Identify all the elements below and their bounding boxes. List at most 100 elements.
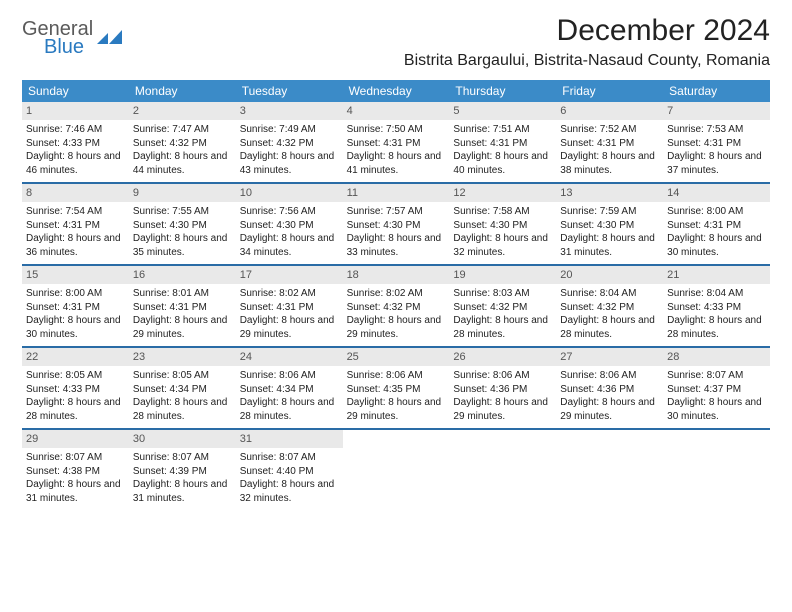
- daylight-line: Daylight: 8 hours and 29 minutes.: [453, 396, 552, 423]
- sunset-line: Sunset: 4:31 PM: [133, 301, 232, 315]
- day-number: 18: [343, 266, 450, 284]
- sunrise-line: Sunrise: 7:53 AM: [667, 123, 766, 137]
- calendar-cell: 15 Sunrise: 8:00 AMSunset: 4:31 PMDayligh…: [22, 266, 129, 347]
- calendar-cell-empty: [556, 430, 663, 511]
- daylight-line: Daylight: 8 hours and 29 minutes.: [347, 314, 446, 341]
- sunrise-line: Sunrise: 7:54 AM: [26, 205, 125, 219]
- day-number: 22: [22, 348, 129, 366]
- sunrise-line: Sunrise: 8:07 AM: [26, 451, 125, 465]
- sunrise-line: Sunrise: 8:06 AM: [240, 369, 339, 383]
- daylight-line: Daylight: 8 hours and 31 minutes.: [26, 478, 125, 505]
- calendar-cell: 14Sunrise: 8:00 AMSunset: 4:31 PMDayligh…: [663, 184, 770, 265]
- sunrise-line: Sunrise: 8:02 AM: [347, 287, 446, 301]
- calendar-cell: 4Sunrise: 7:50 AMSunset: 4:31 PMDaylight…: [343, 102, 450, 183]
- day-number: 15: [22, 266, 129, 284]
- sunset-line: Sunset: 4:30 PM: [560, 219, 659, 233]
- calendar-cell: 20Sunrise: 8:04 AMSunset: 4:32 PMDayligh…: [556, 266, 663, 347]
- sunrise-line: Sunrise: 8:03 AM: [453, 287, 552, 301]
- sunset-line: Sunset: 4:31 PM: [240, 301, 339, 315]
- calendar-cell: 24Sunrise: 8:06 AMSunset: 4:34 PMDayligh…: [236, 348, 343, 429]
- page: General Blue December 2024 Bistrita Barg…: [0, 0, 792, 525]
- calendar-cell: 19 Sunrise: 8:03 AMSunset: 4:32 PMDayligh…: [449, 266, 556, 347]
- sunset-line: Sunset: 4:30 PM: [133, 219, 232, 233]
- daylight-line: Daylight: 8 hours and 46 minutes.: [26, 150, 125, 177]
- calendar-grid: SundayMondayTuesdayWednesdayThursdayFrid…: [22, 80, 770, 511]
- day-number: 16: [129, 266, 236, 284]
- day-number: 19: [449, 266, 556, 284]
- sunset-line: Sunset: 4:33 PM: [26, 137, 125, 151]
- daylight-line: Daylight: 8 hours and 28 minutes.: [453, 314, 552, 341]
- calendar-cell-empty: [449, 430, 556, 511]
- sunrise-line: Sunrise: 8:00 AM: [667, 205, 766, 219]
- day-header: Saturday: [663, 80, 770, 102]
- calendar-cell: 29Sunrise: 8:07 AMSunset: 4:38 PMDayligh…: [22, 430, 129, 511]
- sunrise-line: Sunrise: 8:07 AM: [133, 451, 232, 465]
- daylight-line: Daylight: 8 hours and 40 minutes.: [453, 150, 552, 177]
- day-number: 14: [663, 184, 770, 202]
- sunset-line: Sunset: 4:33 PM: [667, 301, 766, 315]
- daylight-line: Daylight: 8 hours and 43 minutes.: [240, 150, 339, 177]
- calendar-cell: 17Sunrise: 8:02 AMSunset: 4:31 PMDayligh…: [236, 266, 343, 347]
- day-number: 9: [129, 184, 236, 202]
- daylight-line: Daylight: 8 hours and 29 minutes.: [133, 314, 232, 341]
- sunrise-line: Sunrise: 7:52 AM: [560, 123, 659, 137]
- sunset-line: Sunset: 4:31 PM: [26, 219, 125, 233]
- sunrise-line: Sunrise: 7:47 AM: [133, 123, 232, 137]
- daylight-line: Daylight: 8 hours and 44 minutes.: [133, 150, 232, 177]
- sunset-line: Sunset: 4:31 PM: [667, 137, 766, 151]
- calendar-cell: 10Sunrise: 7:56 AMSunset: 4:30 PMDayligh…: [236, 184, 343, 265]
- sunset-line: Sunset: 4:31 PM: [453, 137, 552, 151]
- sunrise-line: Sunrise: 7:51 AM: [453, 123, 552, 137]
- logo-word-blue: Blue: [22, 38, 93, 56]
- sunset-line: Sunset: 4:31 PM: [347, 137, 446, 151]
- day-number: 27: [556, 348, 663, 366]
- sunrise-line: Sunrise: 8:06 AM: [347, 369, 446, 383]
- daylight-line: Daylight: 8 hours and 30 minutes.: [26, 314, 125, 341]
- daylight-line: Daylight: 8 hours and 37 minutes.: [667, 150, 766, 177]
- sunset-line: Sunset: 4:31 PM: [26, 301, 125, 315]
- daylight-line: Daylight: 8 hours and 30 minutes.: [667, 396, 766, 423]
- logo-text: General Blue: [22, 20, 93, 57]
- daylight-line: Daylight: 8 hours and 31 minutes.: [560, 232, 659, 259]
- calendar-cell: 11Sunrise: 7:57 AMSunset: 4:30 PMDayligh…: [343, 184, 450, 265]
- day-number: 3: [236, 102, 343, 120]
- day-header: Wednesday: [343, 80, 450, 102]
- sunset-line: Sunset: 4:34 PM: [240, 383, 339, 397]
- day-number: 17: [236, 266, 343, 284]
- sunrise-line: Sunrise: 7:49 AM: [240, 123, 339, 137]
- day-number: 10: [236, 184, 343, 202]
- day-number: 31: [236, 430, 343, 448]
- daylight-line: Daylight: 8 hours and 29 minutes.: [560, 396, 659, 423]
- daylight-line: Daylight: 8 hours and 32 minutes.: [453, 232, 552, 259]
- calendar-cell: 26Sunrise: 8:06 AMSunset: 4:36 PMDayligh…: [449, 348, 556, 429]
- calendar-cell: 8Sunrise: 7:54 AMSunset: 4:31 PMDaylight…: [22, 184, 129, 265]
- sunset-line: Sunset: 4:32 PM: [453, 301, 552, 315]
- sunset-line: Sunset: 4:39 PM: [133, 465, 232, 479]
- calendar-cell: 23Sunrise: 8:05 AMSunset: 4:34 PMDayligh…: [129, 348, 236, 429]
- calendar-cell: 13Sunrise: 7:59 AMSunset: 4:30 PMDayligh…: [556, 184, 663, 265]
- day-number: 5: [449, 102, 556, 120]
- day-header: Sunday: [22, 80, 129, 102]
- day-number: 11: [343, 184, 450, 202]
- sunrise-line: Sunrise: 7:58 AM: [453, 205, 552, 219]
- sunset-line: Sunset: 4:34 PM: [133, 383, 232, 397]
- title-block: December 2024 Bistrita Bargaului, Bistri…: [404, 14, 770, 70]
- sunrise-line: Sunrise: 7:59 AM: [560, 205, 659, 219]
- calendar-cell-empty: [343, 430, 450, 511]
- day-number: 7: [663, 102, 770, 120]
- calendar-cell: 25Sunrise: 8:06 AMSunset: 4:35 PMDayligh…: [343, 348, 450, 429]
- sunrise-line: Sunrise: 8:01 AM: [133, 287, 232, 301]
- calendar-cell: 27Sunrise: 8:06 AMSunset: 4:36 PMDayligh…: [556, 348, 663, 429]
- daylight-line: Daylight: 8 hours and 29 minutes.: [347, 396, 446, 423]
- sunset-line: Sunset: 4:30 PM: [453, 219, 552, 233]
- month-title: December 2024: [404, 14, 770, 48]
- daylight-line: Daylight: 8 hours and 41 minutes.: [347, 150, 446, 177]
- sunrise-line: Sunrise: 8:06 AM: [560, 369, 659, 383]
- sunrise-line: Sunrise: 8:06 AM: [453, 369, 552, 383]
- daylight-line: Daylight: 8 hours and 28 minutes.: [240, 396, 339, 423]
- sunrise-line: Sunrise: 8:00 AM: [26, 287, 125, 301]
- calendar-cell: 28Sunrise: 8:07 AMSunset: 4:37 PMDayligh…: [663, 348, 770, 429]
- sunrise-line: Sunrise: 8:04 AM: [667, 287, 766, 301]
- calendar-cell: 1Sunrise: 7:46 AMSunset: 4:33 PMDaylight…: [22, 102, 129, 183]
- day-header: Tuesday: [236, 80, 343, 102]
